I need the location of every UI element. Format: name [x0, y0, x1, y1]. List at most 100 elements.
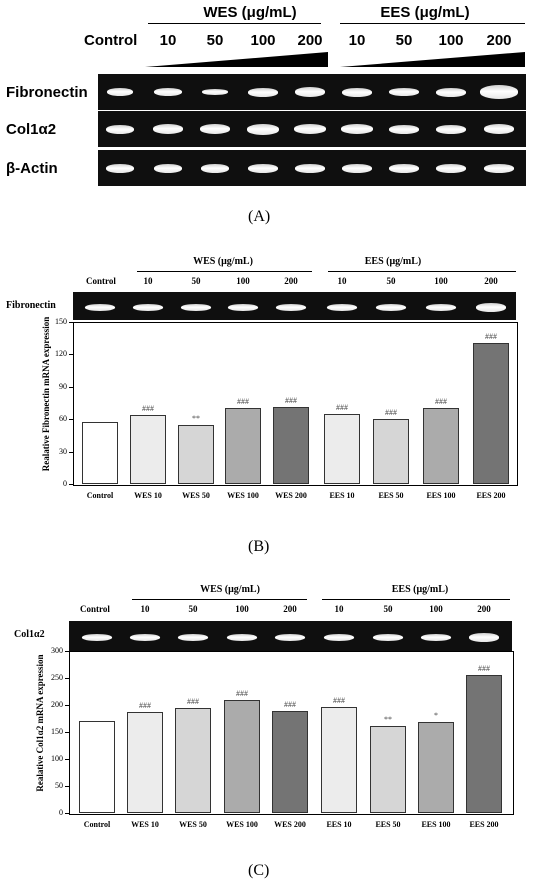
x-tick-label: EES 50	[378, 491, 404, 500]
ees-group-label: EES (μg/mL)	[364, 256, 422, 267]
gel-band	[154, 88, 182, 96]
gel-band	[106, 124, 134, 134]
ees-group-line	[328, 271, 516, 272]
gel-band	[389, 88, 419, 96]
gel-band	[227, 633, 257, 641]
gel-strip	[98, 74, 526, 110]
gel-band	[295, 163, 325, 173]
wes-group-label: WES (μg/mL)	[203, 4, 297, 21]
gel-band	[436, 87, 466, 97]
y-tick-label: 0	[63, 479, 67, 488]
gel-row-label: β-Actin	[6, 160, 58, 177]
gel-band	[153, 124, 183, 134]
gel-strip	[69, 621, 512, 651]
dose-label: 200	[486, 32, 512, 49]
gel-band	[248, 87, 278, 97]
ees-group-line	[340, 23, 525, 24]
gel-band	[133, 303, 163, 311]
gel-band	[247, 123, 279, 135]
y-tick-label: 0	[59, 808, 63, 817]
significance-mark: ###	[236, 689, 248, 699]
significance-mark: ###	[237, 397, 249, 407]
x-tick-label: Control	[86, 491, 114, 500]
dose-label: 200	[283, 604, 297, 614]
x-tick-label: Control	[83, 820, 111, 829]
y-axis-label: Realative Col1α2 mRNA expression	[35, 654, 45, 792]
control-label: Control	[84, 32, 138, 49]
dose-label: 100	[429, 604, 443, 614]
x-tick-label: WES 10	[134, 491, 162, 500]
gel-band	[426, 303, 456, 311]
bar	[224, 700, 260, 813]
y-tick-mark	[69, 484, 73, 485]
significance-mark: ###	[485, 331, 497, 341]
significance-mark: ###	[284, 700, 296, 710]
y-tick-label: 120	[55, 349, 67, 359]
panel-b-caption: (B)	[248, 538, 270, 555]
significance-mark: ###	[435, 397, 447, 407]
gel-band	[107, 88, 133, 96]
dose-label: 50	[188, 604, 198, 614]
gel-band	[154, 163, 182, 173]
ees-group-line	[322, 599, 510, 600]
y-tick-label: 150	[51, 727, 63, 736]
gel-band	[275, 633, 305, 641]
gel-band	[480, 85, 518, 99]
significance-mark: ###	[333, 695, 345, 705]
gel-strip	[98, 150, 526, 186]
dose-label: 100	[236, 276, 250, 286]
y-tick-label: 60	[59, 414, 67, 424]
bar	[225, 408, 261, 484]
dose-label: 200	[297, 32, 323, 49]
dose-label: 50	[191, 276, 201, 286]
significance-mark: ###	[139, 701, 151, 711]
gel-band	[484, 124, 514, 134]
significance-mark: **	[384, 714, 392, 724]
bar	[324, 413, 360, 484]
gel-band	[82, 633, 112, 641]
gel-band	[181, 303, 211, 311]
wes-group-line	[148, 23, 321, 24]
x-tick-label: WES 50	[179, 820, 207, 829]
dose-label: 200	[477, 604, 491, 614]
y-tick-mark	[65, 705, 69, 706]
bar	[466, 675, 502, 813]
y-tick-label: 250	[51, 673, 63, 682]
bar	[473, 342, 509, 484]
gel-band	[476, 302, 506, 312]
dose-label: 50	[206, 32, 224, 49]
x-tick-label: WES 200	[274, 820, 306, 829]
gel-band	[178, 633, 208, 641]
dose-label: 100	[438, 32, 464, 49]
significance-mark: **	[192, 413, 200, 423]
gel-band	[373, 633, 403, 641]
bar	[423, 408, 459, 484]
dose-label: 50	[386, 276, 396, 286]
gel-band	[389, 124, 419, 134]
dose-label: 100	[235, 604, 249, 614]
gel-band	[200, 124, 230, 134]
significance-mark: ###	[478, 664, 490, 674]
wes-group-label: WES (μg/mL)	[193, 256, 253, 267]
gel-band	[341, 124, 373, 134]
bar	[272, 711, 308, 813]
ees-group-label: EES (μg/mL)	[380, 4, 470, 21]
y-tick-mark	[69, 386, 73, 388]
dose-label: 100	[434, 276, 448, 286]
wes-group-label: WES (μg/mL)	[200, 584, 260, 595]
bar	[175, 708, 211, 813]
x-tick-label: WES 200	[275, 491, 307, 500]
gel-row-label: Col1α2	[14, 629, 45, 640]
dose-label: 100	[250, 32, 276, 49]
control-label: Control	[86, 276, 116, 286]
gel-strip	[73, 292, 516, 320]
y-tick-label: 300	[51, 646, 63, 655]
gel-band	[248, 163, 278, 173]
gel-band	[342, 87, 372, 97]
bar	[373, 419, 409, 484]
gel-band	[201, 163, 229, 173]
gel-band	[228, 303, 258, 311]
significance-mark: *	[434, 711, 438, 721]
significance-mark: ###	[336, 402, 348, 412]
dose-label: 10	[334, 604, 344, 614]
